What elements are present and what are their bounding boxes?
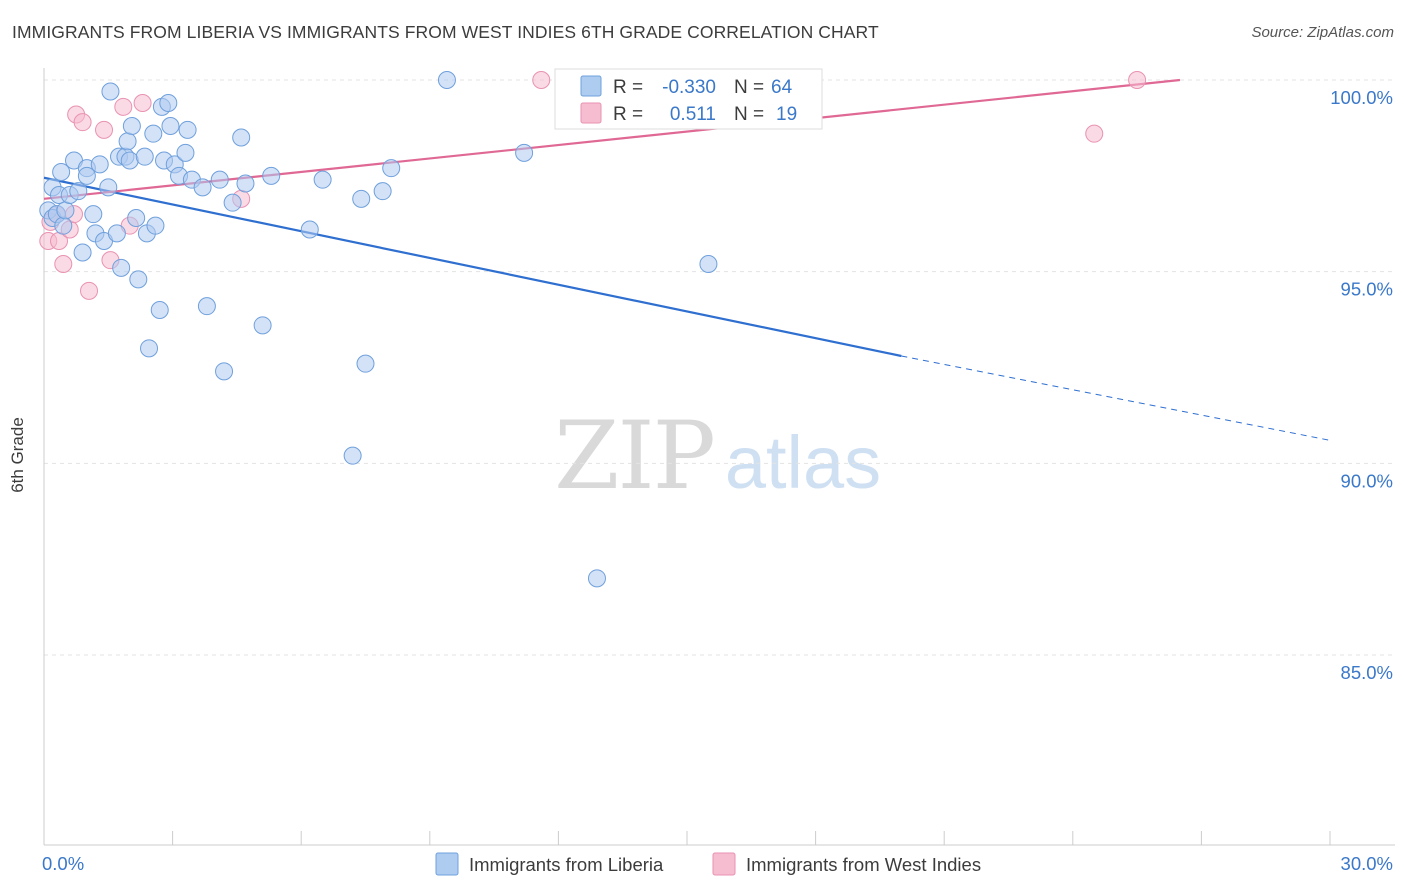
liberia-point (118, 132, 137, 151)
legend-swatch-liberia (435, 852, 459, 876)
liberia-point (262, 166, 281, 185)
west-indies-point (114, 97, 133, 116)
blue-n-value: 64 (771, 77, 793, 98)
legend-label-west-indies: Immigrants from West Indies (746, 854, 981, 875)
liberia-point (161, 117, 180, 135)
liberia-point (176, 143, 195, 162)
liberia-point (210, 170, 229, 189)
liberia-point (150, 301, 169, 319)
liberia-point (193, 178, 212, 197)
liberia-point (52, 163, 71, 181)
liberia-point (232, 128, 251, 147)
liberia-point (90, 155, 109, 174)
liberia-point (587, 569, 606, 588)
liberia-trend-extension (901, 355, 1331, 441)
trend-lines (43, 78, 1331, 441)
liberia-point (515, 143, 534, 162)
liberia-point (159, 94, 178, 112)
pink-swatch (580, 102, 602, 124)
pink-r-label: R = (613, 104, 643, 125)
x-tick-label: 30.0% (1341, 853, 1393, 874)
pink-n-label: N = (734, 104, 764, 125)
liberia-point (178, 120, 197, 139)
liberia-point (135, 147, 154, 166)
liberia-point (146, 216, 165, 235)
liberia-point (127, 209, 146, 227)
west-indies-point (54, 255, 73, 273)
liberia-point (223, 193, 242, 212)
west-indies-point (532, 71, 551, 89)
liberia-point (140, 339, 159, 358)
watermark: ZIP atlas (554, 402, 881, 511)
west-indies-point (95, 120, 114, 139)
liberia-point (99, 178, 118, 197)
liberia-point (69, 182, 88, 201)
watermark-zip: ZIP (554, 402, 714, 511)
liberia-point (73, 243, 92, 262)
liberia-point (122, 117, 141, 135)
series-legend: Immigrants from Liberia Immigrants from … (435, 852, 981, 876)
watermark-atlas: atlas (725, 421, 881, 504)
west-indies-trend-line (43, 78, 1181, 200)
liberia-point (382, 159, 401, 178)
liberia-point (352, 189, 371, 208)
blue-r-label: R = (613, 77, 643, 98)
x-tick-label: 0.0% (42, 853, 84, 874)
tick-labels: 100.0% 95.0% 90.0% 85.0% 0.0% 30.0% (42, 87, 1393, 874)
liberia-point (343, 446, 362, 465)
source-label: Source: ZipAtlas.com (1251, 24, 1394, 41)
west-indies-point (73, 113, 92, 132)
pink-r-value: 0.511 (670, 104, 716, 125)
west-indies-point (1085, 124, 1104, 143)
correlation-legend: R = -0.330 N = 64 R = 0.511 N = 19 (554, 68, 823, 130)
west-indies-point (133, 94, 152, 112)
liberia-point (56, 201, 75, 220)
liberia-point (144, 124, 163, 143)
liberia-point (373, 182, 392, 201)
liberia-point (437, 71, 456, 89)
gridlines (44, 79, 1395, 656)
y-tick-label: 95.0% (1341, 279, 1393, 300)
liberia-point (356, 354, 375, 373)
liberia-point (129, 270, 148, 289)
liberia-points (39, 71, 718, 588)
y-tick-label: 85.0% (1341, 662, 1393, 683)
liberia-point (253, 316, 272, 335)
liberia-point (699, 255, 718, 273)
west-indies-point (80, 281, 99, 300)
liberia-point (54, 216, 73, 235)
liberia-point (215, 362, 234, 381)
liberia-point (77, 166, 96, 185)
liberia-point (84, 205, 103, 224)
liberia-point (101, 82, 120, 101)
liberia-trend-line (43, 176, 902, 358)
liberia-point (107, 224, 126, 243)
blue-r-value: -0.330 (662, 77, 716, 98)
blue-n-label: N = (734, 77, 764, 98)
pink-n-value: 19 (776, 104, 797, 125)
west-indies-point (1128, 71, 1147, 89)
y-tick-label: 90.0% (1341, 470, 1393, 491)
legend-swatch-west-indies (712, 852, 736, 876)
liberia-point (112, 258, 131, 277)
liberia-point (313, 170, 332, 189)
legend-label-liberia: Immigrants from Liberia (469, 854, 664, 875)
liberia-point (197, 297, 216, 316)
blue-swatch (580, 75, 602, 97)
liberia-point (120, 151, 139, 170)
y-tick-label: 100.0% (1330, 87, 1393, 108)
liberia-point (300, 220, 319, 239)
chart-title: IMMIGRANTS FROM LIBERIA VS IMMIGRANTS FR… (12, 22, 879, 42)
liberia-point (236, 174, 255, 193)
axes (43, 68, 1395, 846)
